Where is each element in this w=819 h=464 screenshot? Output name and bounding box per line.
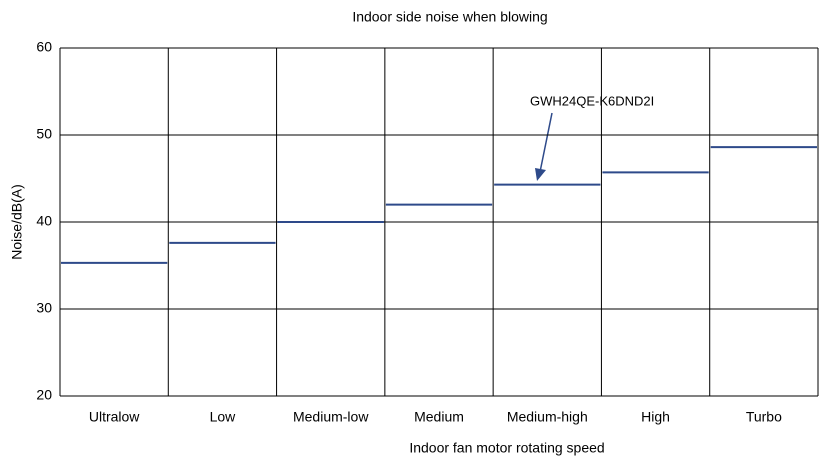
x-tick-label: Medium-high (507, 409, 588, 425)
annotation-arrow (539, 112, 553, 173)
y-tick-label: 50 (36, 126, 52, 142)
y-tick-label: 40 (36, 213, 52, 229)
x-tick-label: High (641, 409, 670, 425)
annotation-arrowhead (535, 168, 546, 181)
x-tick-label: Ultralow (89, 409, 140, 425)
y-axis-label: Noise/dB(A) (9, 184, 25, 259)
y-tick-label: 60 (36, 39, 52, 55)
annotation: GWH24QE-K6DND2I (530, 93, 654, 108)
chart-title: Indoor side noise when blowing (352, 9, 547, 25)
x-tick-label: Turbo (746, 409, 782, 425)
y-tick-label: 30 (36, 300, 52, 316)
x-tick-label: Medium (414, 409, 464, 425)
x-tick-label: Medium-low (293, 409, 369, 425)
x-tick-label: Low (210, 409, 237, 425)
x-axis-label: Indoor fan motor rotating speed (409, 440, 604, 456)
y-tick-label: 20 (36, 387, 52, 403)
